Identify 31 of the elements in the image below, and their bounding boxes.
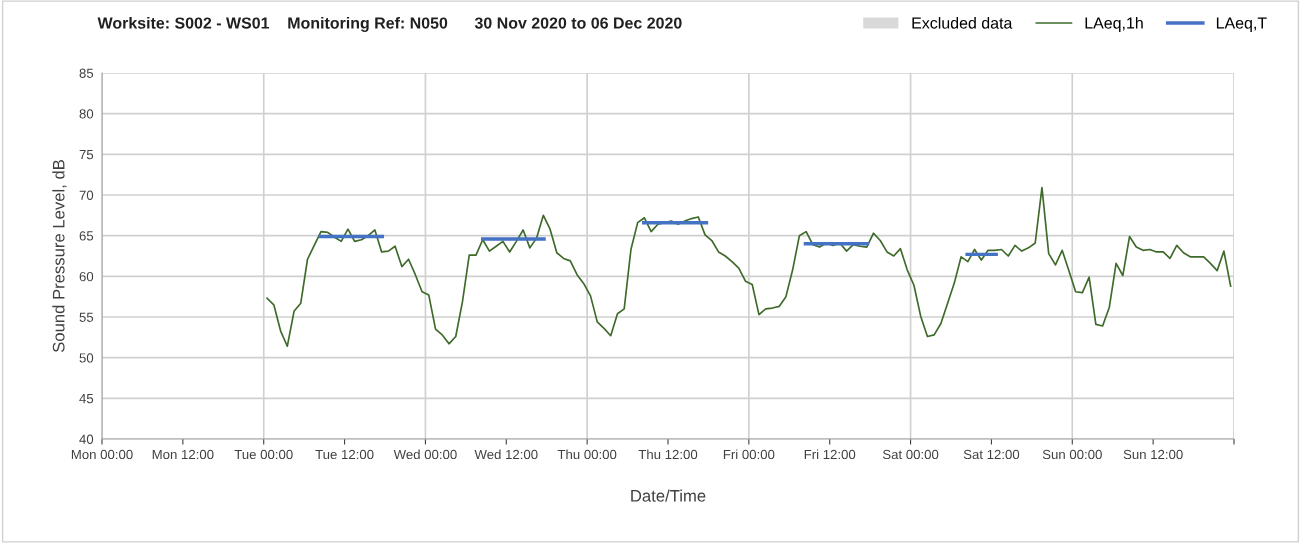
x-tick-label: Sat 12:00	[963, 449, 1020, 460]
y-tick-label: 45	[79, 394, 94, 404]
y-axis-title: Sound Pressure Level, dB	[52, 160, 67, 353]
x-tick-label: Wed 12:00	[474, 449, 538, 460]
x-tick-label: Tue 00:00	[234, 449, 293, 460]
x-tick-label: Thu 12:00	[638, 449, 698, 460]
line-series	[266, 186, 1232, 348]
y-tick-label: 40	[79, 434, 94, 444]
y-tick-label: 65	[79, 231, 94, 241]
y-tick-label: 85	[79, 68, 94, 78]
legend-label: LAeq,T	[1216, 17, 1267, 32]
x-tick-label: Sun 12:00	[1123, 449, 1183, 460]
legend-label: LAeq,1h	[1085, 16, 1143, 32]
y-tick-label: 55	[79, 312, 94, 322]
x-tick-label: Wed 00:00	[393, 449, 457, 460]
legend-label: Excluded data	[912, 16, 1013, 29]
x-tick-label: Thu 00:00	[557, 449, 617, 460]
x-tick-label: Tue 12:00	[315, 449, 374, 460]
x-tick-label: Fri 00:00	[723, 449, 775, 460]
x-tick-label: Fri 12:00	[804, 449, 856, 460]
y-tick-label: 80	[79, 109, 94, 119]
x-tick-label: Sat 00:00	[882, 449, 939, 460]
y-tick-label: 50	[79, 353, 94, 363]
x-axis-title: Date/Time	[631, 489, 706, 502]
x-tick-label: Sun 00:00	[1042, 449, 1102, 460]
chart-title: Worksite: S002 - WS01 Monitoring Ref: N050 30 Nov 2020 to 06 Dec 2020	[97, 16, 682, 32]
y-tick-label: 60	[79, 271, 94, 282]
x-tick-label: Mon 12:00	[152, 449, 214, 460]
y-tick-label: 70	[79, 190, 94, 200]
y-tick-label: 75	[79, 150, 94, 160]
x-tick-label: Mon 00:00	[71, 449, 133, 460]
